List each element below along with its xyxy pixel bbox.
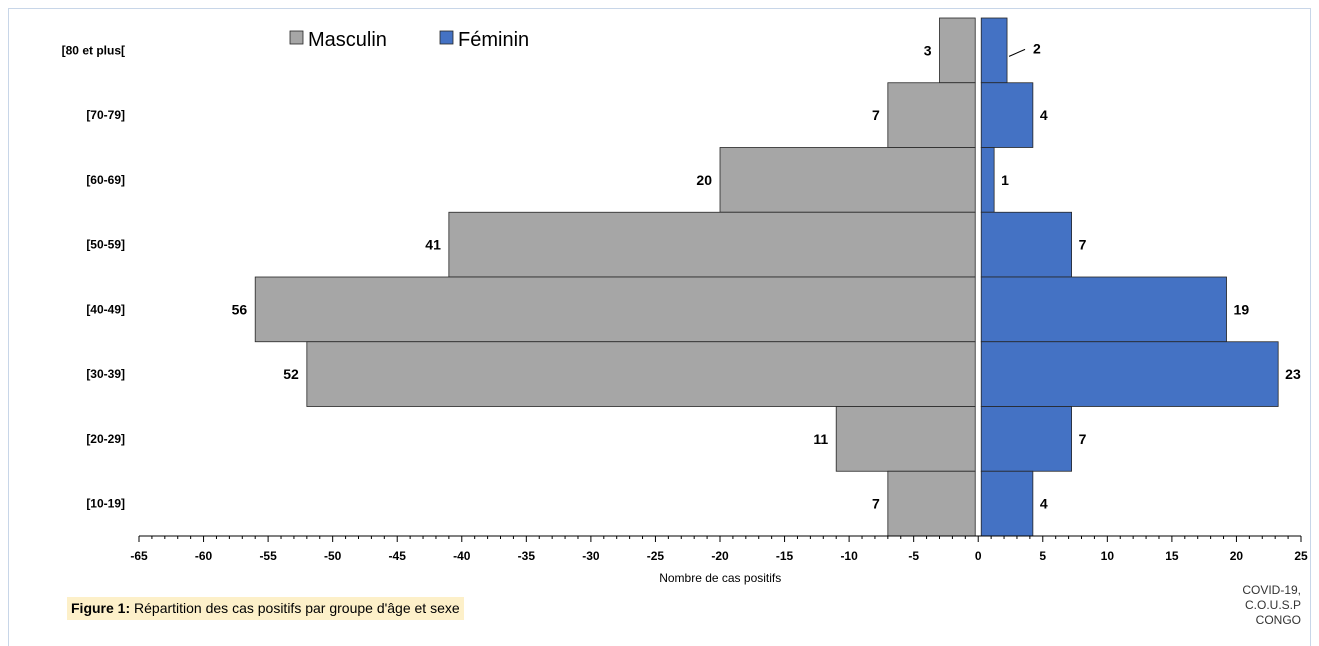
bar-feminin [980,211,1073,278]
leader-line [1008,48,1026,57]
source-line-3: CONGO [1255,613,1301,627]
source-line-2: C.O.U.S.P [1244,598,1301,612]
caption-prefix: Figure 1: [71,600,131,616]
data-label-feminin: 7 [1079,431,1087,447]
bar-feminin [980,276,1227,343]
bar-feminin [980,470,1034,537]
x-tick-label: -15 [776,549,794,563]
category-label: [50-59] [86,238,125,252]
category-label: [20-29] [86,432,125,446]
x-tick-label: -10 [840,549,858,563]
bar-masculin [887,82,976,148]
data-label-masculin: 52 [283,366,299,382]
category-label: [10-19] [86,497,125,511]
x-tick-label: 25 [1294,549,1308,563]
x-tick-label: -35 [518,549,536,563]
category-label: [40-49] [86,302,125,316]
bar-masculin [719,147,976,213]
x-tick-label: -25 [647,549,665,563]
x-axis: -65 -60 -55 -50 -45 -40 -35 -30 -25 -20 -15 -10 -5 0 5… [130,535,1308,563]
data-label-masculin: 56 [232,301,248,317]
category-labels: [80 et plus[ [70-79] [60-69] [50-59] [40-49]… [62,43,125,510]
x-tick-label: -30 [582,549,600,563]
legend-label: Masculin [308,29,387,51]
bar-masculin [306,341,976,407]
data-label-feminin: 23 [1285,366,1301,382]
bar-masculin [887,470,976,537]
x-tick-label: -20 [711,549,729,563]
bars-group [254,17,1279,537]
x-axis-title: Nombre de cas positifs [659,571,781,585]
bar-masculin [448,211,976,278]
data-label-feminin: 19 [1234,301,1250,317]
x-tick-label: -55 [259,549,277,563]
category-label: [80 et plus[ [62,43,125,57]
data-label-masculin: 7 [872,496,880,512]
data-label-masculin: 20 [696,172,712,188]
data-label-feminin: 4 [1040,107,1048,123]
x-tick-label: -5 [908,549,919,563]
data-labels: 3 2 7 4 20 1 41 7 56 19 52 23 11 7 7 4 [232,40,1301,511]
x-tick-label: -45 [389,549,407,563]
source-line-1: COVID-19, [1242,583,1301,597]
bar-masculin [939,17,976,84]
x-tick-label: 0 [975,549,982,563]
bar-feminin [980,17,1008,84]
category-label: [60-69] [86,173,125,187]
figure-caption: Figure 1: Répartition des cas positifs p… [67,597,464,620]
source-note: COVID-19, C.O.U.S.P CONGO [1181,583,1301,628]
data-label-masculin: 11 [813,431,828,447]
category-label: [70-79] [86,108,125,122]
legend-swatch [289,30,304,45]
x-tick-label: -40 [453,549,471,563]
bar-feminin [980,82,1034,148]
legend-swatch [439,30,454,45]
x-tick-label: -65 [130,549,148,563]
data-label-feminin: 2 [1033,40,1041,56]
x-tick-label: -60 [195,549,213,563]
x-tick-label: 10 [1101,549,1115,563]
chart-frame [8,8,1311,646]
legend: Masculin Féminin [289,29,529,51]
x-tick-label: 5 [1039,549,1046,563]
bar-feminin [980,147,995,213]
x-tick-label: 15 [1165,549,1179,563]
bar-feminin [980,406,1073,472]
bar-masculin [254,276,976,343]
caption-text: Répartition des cas positifs par groupe … [130,600,460,616]
data-label-masculin: 41 [425,237,441,253]
data-label-feminin: 1 [1001,172,1009,188]
data-label-feminin: 4 [1040,496,1048,512]
x-tick-label: 20 [1230,549,1244,563]
category-label: [30-39] [86,367,125,381]
data-label-masculin: 3 [924,42,932,58]
data-label-feminin: 7 [1079,237,1087,253]
legend-label: Féminin [458,29,529,51]
bar-masculin [835,406,976,472]
x-tick-label: -50 [324,549,342,563]
data-label-masculin: 7 [872,107,880,123]
bar-feminin [980,341,1279,407]
